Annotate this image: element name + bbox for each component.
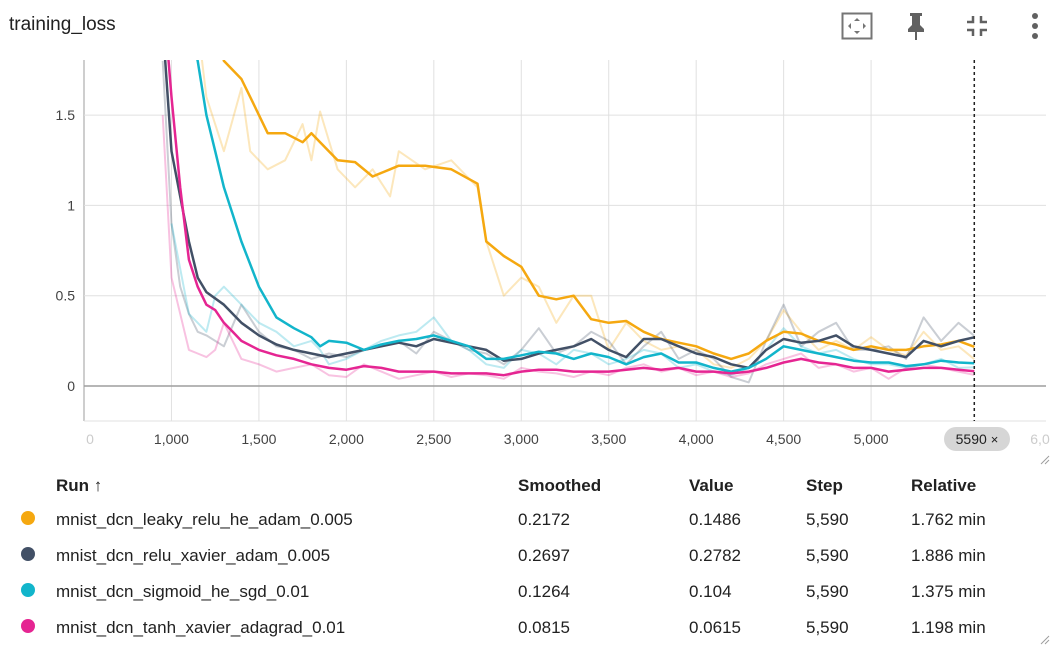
run-name: mnist_dcn_relu_xavier_adam_0.005 (56, 546, 331, 565)
step-marker-badge[interactable]: 5590 × (944, 427, 1010, 451)
pin-icon (908, 13, 924, 40)
run-name: mnist_dcn_sigmoid_he_sgd_0.01 (56, 582, 310, 601)
pin-button[interactable] (898, 8, 934, 44)
collapse-icon (967, 16, 987, 36)
x-tick-label: 4,000 (679, 431, 714, 447)
run-column-header[interactable]: Run ↑ (56, 476, 103, 495)
run-name: mnist_dcn_leaky_relu_he_adam_0.005 (56, 510, 353, 529)
more-vert-icon (1032, 13, 1038, 39)
smoothed-value: 0.0815 (518, 618, 570, 637)
x-tick-label: 1,500 (241, 431, 276, 447)
chart-resize-icon[interactable] (1040, 455, 1050, 465)
step-column-header[interactable]: Step (806, 476, 843, 495)
smoothed-value: 0.2172 (518, 510, 570, 529)
x-tick-label-edge: 6,0 (1030, 431, 1050, 447)
run-name: mnist_dcn_tanh_xavier_adagrad_0.01 (56, 618, 346, 637)
relative-time: 1.375 min (911, 582, 986, 601)
x-tick-label: 1,000 (154, 431, 189, 447)
table-row: mnist_dcn_relu_xavier_adam_0.005 0.2697 … (0, 538, 1051, 574)
raw-series-line (200, 60, 975, 369)
series-group (161, 60, 975, 384)
y-tick-label: 1 (67, 197, 75, 213)
run-color-dot (21, 583, 35, 597)
smoothed-series-line (222, 60, 975, 361)
table-row: mnist_dcn_sigmoid_he_sgd_0.01 0.1264 0.1… (0, 574, 1051, 610)
x-tick-label: 3,000 (504, 431, 539, 447)
relative-time: 1.886 min (911, 546, 986, 565)
y-tick-label: 1.5 (56, 107, 76, 123)
raw-value: 0.1486 (689, 510, 741, 529)
raw-value: 0.0615 (689, 618, 741, 637)
smoothed-value: 0.1264 (518, 582, 570, 601)
step-value: 5,590 (806, 546, 849, 565)
step-value: 5,590 (806, 582, 849, 601)
x-tick-label: 4,500 (766, 431, 801, 447)
step-value: 5,590 (806, 510, 849, 529)
table-row: mnist_dcn_leaky_relu_he_adam_0.005 0.217… (0, 502, 1051, 538)
step-marker-close-icon[interactable]: × (990, 431, 999, 447)
more-options-button[interactable] (1017, 8, 1053, 44)
runs-table: Run ↑ Smoothed Value Step Relative mnist… (0, 470, 1051, 646)
y-tick-label: 0.5 (56, 288, 76, 304)
chart-title: training_loss (9, 14, 116, 35)
collapse-button[interactable] (959, 8, 995, 44)
x-tick-label: 3,500 (591, 431, 626, 447)
table-resize-icon[interactable] (1040, 635, 1050, 645)
smoothed-series-line (167, 60, 975, 377)
x-tick-label: 2,000 (329, 431, 364, 447)
step-value: 5,590 (806, 618, 849, 637)
fit-domain-button[interactable] (839, 8, 875, 44)
raw-series-line (161, 60, 975, 384)
fit-domain-icon (841, 12, 873, 40)
run-color-dot (21, 547, 35, 561)
run-color-dot (21, 619, 35, 633)
smoothed-column-header[interactable]: Smoothed (518, 476, 602, 495)
relative-time: 1.198 min (911, 618, 986, 637)
raw-value: 0.104 (689, 582, 732, 601)
raw-series-line (170, 223, 975, 377)
runs-table-header: Run ↑ Smoothed Value Step Relative (0, 470, 1051, 502)
smoothed-value: 0.2697 (518, 546, 570, 565)
x-tick-label-edge: 0 (86, 431, 94, 447)
value-column-header[interactable]: Value (689, 476, 734, 495)
raw-value: 0.2782 (689, 546, 741, 565)
step-marker-label: 5590 (955, 431, 987, 447)
relative-time: 1.762 min (911, 510, 986, 529)
line-chart[interactable]: 1,000 1,500 2,000 2,500 3,000 3,500 4,000 4,500… (0, 55, 1055, 455)
smoothed-series-line (196, 60, 975, 373)
table-row: mnist_dcn_tanh_xavier_adagrad_0.01 0.081… (0, 610, 1051, 646)
x-tick-label: 2,500 (416, 431, 451, 447)
x-tick-label: 5,000 (854, 431, 889, 447)
run-color-dot (21, 511, 35, 525)
y-tick-label: 0 (67, 378, 75, 394)
relative-column-header[interactable]: Relative (911, 476, 977, 495)
